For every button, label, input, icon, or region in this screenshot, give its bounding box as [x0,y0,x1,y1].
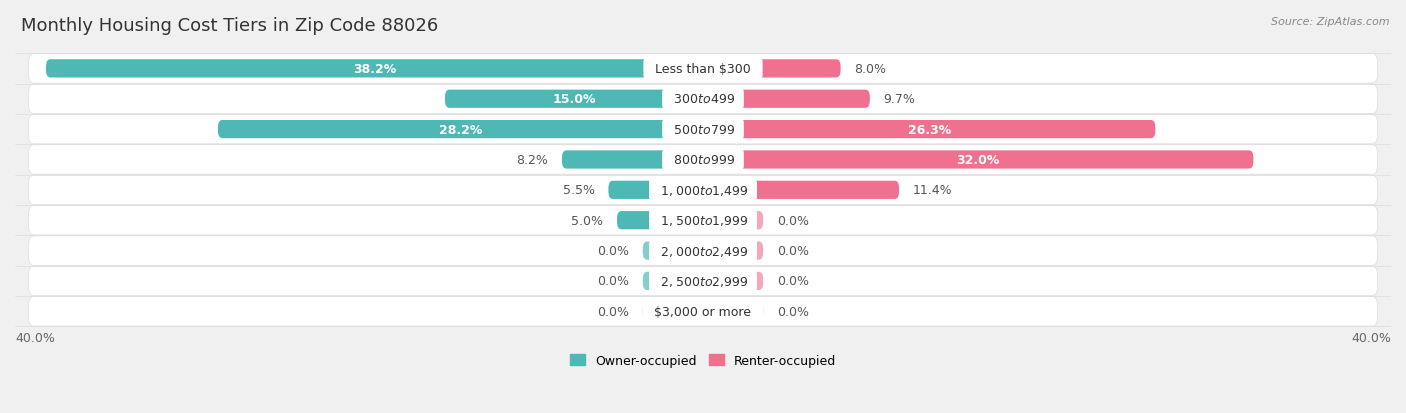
Text: 5.0%: 5.0% [571,214,603,227]
FancyBboxPatch shape [562,151,703,169]
Text: Source: ZipAtlas.com: Source: ZipAtlas.com [1271,17,1389,26]
Legend: Owner-occupied, Renter-occupied: Owner-occupied, Renter-occupied [565,349,841,372]
Text: $2,500 to $2,999: $2,500 to $2,999 [652,274,754,288]
FancyBboxPatch shape [46,60,703,78]
FancyBboxPatch shape [617,211,703,230]
FancyBboxPatch shape [28,176,1378,205]
FancyBboxPatch shape [703,211,763,230]
Text: 38.2%: 38.2% [353,63,396,76]
Text: Monthly Housing Cost Tiers in Zip Code 88026: Monthly Housing Cost Tiers in Zip Code 8… [21,17,439,34]
FancyBboxPatch shape [703,242,763,260]
FancyBboxPatch shape [703,302,763,320]
Text: 40.0%: 40.0% [15,331,55,344]
FancyBboxPatch shape [609,181,703,199]
Text: 0.0%: 0.0% [598,305,628,318]
Text: 11.4%: 11.4% [912,184,952,197]
FancyBboxPatch shape [28,236,1378,266]
FancyBboxPatch shape [28,266,1378,296]
Text: 32.0%: 32.0% [956,154,1000,166]
Text: $500 to $799: $500 to $799 [666,123,740,136]
Text: $3,000 or more: $3,000 or more [647,305,759,318]
FancyBboxPatch shape [218,121,703,139]
FancyBboxPatch shape [28,55,1378,84]
FancyBboxPatch shape [446,90,703,109]
Text: 40.0%: 40.0% [1351,331,1391,344]
Text: 0.0%: 0.0% [778,244,808,257]
Text: 0.0%: 0.0% [598,275,628,288]
FancyBboxPatch shape [28,206,1378,235]
FancyBboxPatch shape [28,115,1378,145]
Text: $800 to $999: $800 to $999 [666,154,740,166]
FancyBboxPatch shape [703,90,870,109]
Text: 0.0%: 0.0% [598,244,628,257]
Text: 28.2%: 28.2% [439,123,482,136]
FancyBboxPatch shape [703,60,841,78]
Text: Less than $300: Less than $300 [647,63,759,76]
FancyBboxPatch shape [643,302,703,320]
FancyBboxPatch shape [703,181,898,199]
Text: 15.0%: 15.0% [553,93,596,106]
Text: 26.3%: 26.3% [907,123,950,136]
FancyBboxPatch shape [703,272,763,290]
Text: 0.0%: 0.0% [778,214,808,227]
FancyBboxPatch shape [703,121,1156,139]
FancyBboxPatch shape [28,145,1378,175]
FancyBboxPatch shape [643,272,703,290]
Text: $1,000 to $1,499: $1,000 to $1,499 [652,183,754,197]
Text: 8.0%: 8.0% [855,63,886,76]
FancyBboxPatch shape [703,151,1253,169]
Text: $300 to $499: $300 to $499 [666,93,740,106]
Text: $2,000 to $2,499: $2,000 to $2,499 [652,244,754,258]
FancyBboxPatch shape [643,242,703,260]
Text: 0.0%: 0.0% [778,275,808,288]
FancyBboxPatch shape [28,297,1378,326]
Text: $1,500 to $1,999: $1,500 to $1,999 [652,214,754,228]
Text: 5.5%: 5.5% [562,184,595,197]
FancyBboxPatch shape [28,85,1378,114]
Text: 8.2%: 8.2% [516,154,548,166]
Text: 9.7%: 9.7% [883,93,915,106]
Text: 0.0%: 0.0% [778,305,808,318]
